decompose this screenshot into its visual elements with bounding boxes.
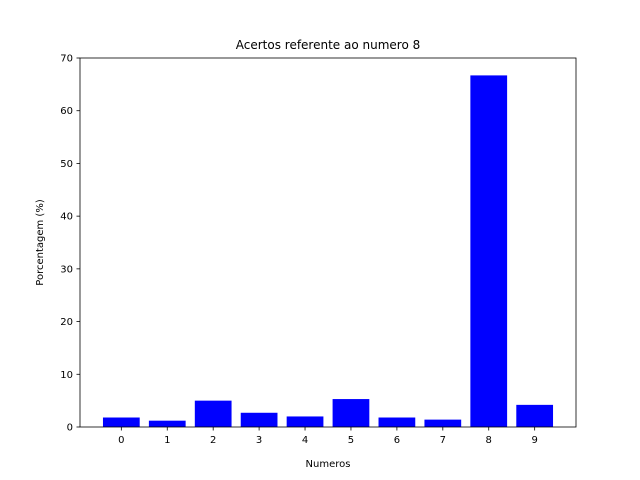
bars-group <box>102 75 554 427</box>
x-axis-ticks: 0 1 2 3 4 5 6 7 8 9 <box>118 427 538 446</box>
chart-title: Acertos referente ao numero 8 <box>236 38 421 52</box>
x-tick-label-4: 4 <box>302 435 308 446</box>
y-tick-label-70: 70 <box>60 54 73 65</box>
bar-2 <box>194 400 232 427</box>
plot-area-frame <box>79 57 577 428</box>
y-tick-label-20: 20 <box>60 317 73 328</box>
bar-1 <box>148 420 186 427</box>
x-tick-label-9: 9 <box>531 435 537 446</box>
y-axis-ticks: 0 10 20 30 40 50 60 70 <box>60 54 80 434</box>
bar-9 <box>516 404 554 427</box>
x-axis-title: Numeros <box>306 459 351 470</box>
x-tick-label-5: 5 <box>348 435 354 446</box>
x-tick-label-7: 7 <box>440 435 446 446</box>
y-tick-label-30: 30 <box>60 264 73 275</box>
bar-7 <box>424 419 462 427</box>
x-tick-label-0: 0 <box>118 435 124 446</box>
y-tick-label-50: 50 <box>60 159 73 170</box>
x-tick-label-6: 6 <box>394 435 400 446</box>
bar-3 <box>240 412 278 427</box>
bar-5 <box>332 399 370 427</box>
y-tick-label-10: 10 <box>60 370 73 381</box>
bar-4 <box>286 416 324 427</box>
bar-0 <box>102 417 140 427</box>
x-tick-label-8: 8 <box>486 435 492 446</box>
bar-8 <box>470 75 508 427</box>
x-tick-label-3: 3 <box>256 435 262 446</box>
x-tick-label-2: 2 <box>210 435 216 446</box>
y-tick-label-60: 60 <box>60 106 73 117</box>
bar-6 <box>378 417 416 427</box>
y-tick-label-40: 40 <box>60 212 73 223</box>
y-axis-title: Porcentagem (%) <box>35 199 46 286</box>
x-tick-label-1: 1 <box>164 435 170 446</box>
y-tick-label-0: 0 <box>67 423 73 434</box>
